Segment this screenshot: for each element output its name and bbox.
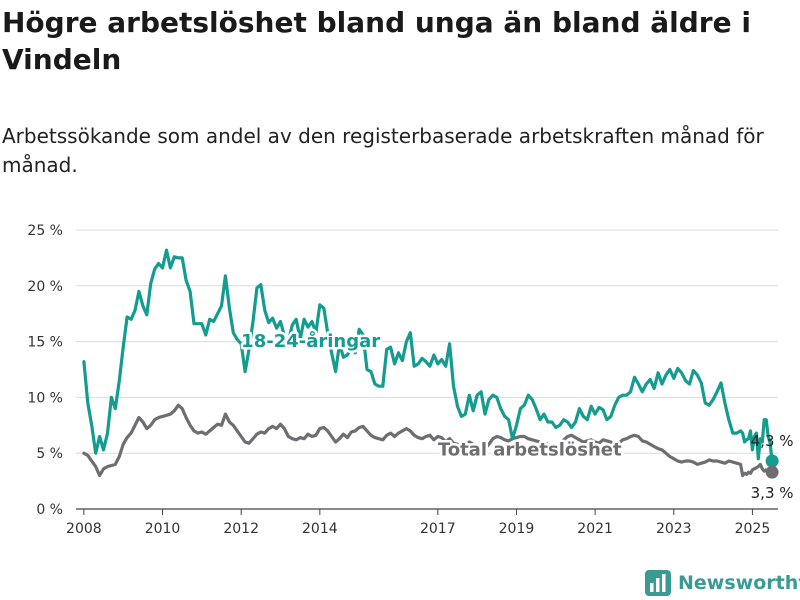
y-tick-label: 15 % <box>27 335 63 351</box>
x-tick-label: 2019 <box>499 521 535 537</box>
brand-name: Newsworthy <box>678 572 800 594</box>
x-tick-label: 2012 <box>223 521 259 537</box>
newsworthy-brand[interactable]: Newsworthy <box>644 568 800 598</box>
series-end-label: 3,3 % <box>751 484 794 502</box>
y-tick-label: 25 % <box>27 223 63 239</box>
y-tick-label: 10 % <box>27 390 63 406</box>
series-label-18-24: 18-24-åringar <box>241 330 380 352</box>
y-tick-label: 5 % <box>36 446 63 462</box>
series-line-total <box>82 403 774 478</box>
series-line-18-24 <box>82 248 774 463</box>
grid-lines <box>76 229 778 510</box>
y-tick-label: 0 % <box>36 502 63 518</box>
series-lines <box>82 248 779 479</box>
series-end-label: 4,3 % <box>751 432 794 450</box>
series-labels: 4,3 % 3,3 % 18-24-åringar Total arbetslöshe… <box>239 328 794 502</box>
x-tick-label: 2008 <box>66 521 102 537</box>
chart-title: Högre arbetslöshet bland unga än bland ä… <box>2 6 751 76</box>
series-line-total-end-marker <box>765 465 779 479</box>
series-label-total: Total arbetslöshet <box>438 439 622 460</box>
chart-subtitle: Arbetssökande som andel av den registerb… <box>2 124 764 177</box>
x-tick-label: 2017 <box>420 521 456 537</box>
x-tick-label: 2025 <box>735 521 771 537</box>
y-tick-label: 20 % <box>27 279 63 295</box>
x-tick-label: 2014 <box>302 521 338 537</box>
x-tick-label: 2010 <box>145 521 181 537</box>
newsworthy-logo-icon <box>645 570 671 596</box>
axes: 0 % 5 % 10 % 15 % 20 % 25 % 2008 2010 2012 2014 20… <box>27 223 770 537</box>
x-tick-label: 2023 <box>656 521 692 537</box>
series-line-18-24-end-marker <box>765 454 779 468</box>
x-tick-label: 2021 <box>577 521 613 537</box>
